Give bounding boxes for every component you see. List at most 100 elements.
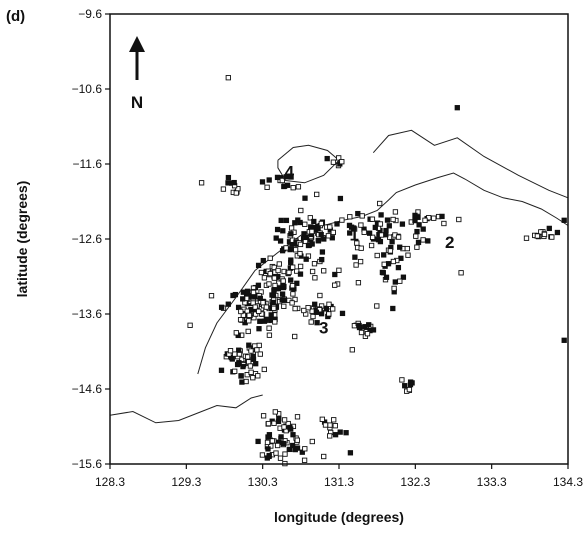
data-point <box>381 261 387 267</box>
data-point <box>404 245 410 252</box>
data-point <box>379 269 386 276</box>
x-tick-label: 128.3 <box>95 475 125 489</box>
data-point <box>310 313 316 320</box>
data-point <box>233 330 239 336</box>
data-point <box>353 262 359 268</box>
data-point <box>265 420 272 427</box>
data-point <box>311 218 317 225</box>
data-point <box>276 416 282 422</box>
data-point <box>295 184 302 190</box>
data-point <box>272 282 278 289</box>
data-point <box>252 304 258 310</box>
data-point <box>301 457 308 463</box>
data-point <box>416 222 422 228</box>
data-point <box>283 217 290 224</box>
data-point <box>238 373 244 379</box>
data-point <box>297 241 304 248</box>
data-point <box>441 220 447 227</box>
data-point <box>255 438 261 445</box>
data-point <box>298 207 304 214</box>
data-point <box>225 174 232 181</box>
data-point <box>255 282 262 288</box>
data-point <box>561 217 567 223</box>
data-point <box>264 439 271 446</box>
coastline-3 <box>277 144 340 184</box>
data-point <box>246 359 252 365</box>
data-point <box>332 432 339 438</box>
data-point <box>303 256 309 262</box>
data-point <box>233 190 239 196</box>
data-point <box>266 332 273 338</box>
data-point <box>290 185 296 191</box>
x-tick-label: 134.3 <box>553 475 583 489</box>
data-point <box>294 437 300 443</box>
data-point <box>289 300 295 306</box>
data-point <box>288 231 294 237</box>
data-point <box>294 280 300 286</box>
data-point <box>415 239 422 246</box>
data-point <box>268 443 274 449</box>
data-point <box>289 283 296 289</box>
data-point <box>265 446 271 452</box>
data-point <box>301 307 307 314</box>
data-point <box>267 255 273 261</box>
data-point <box>392 209 399 215</box>
data-point <box>288 259 294 266</box>
data-point <box>268 312 274 318</box>
data-point <box>314 191 320 198</box>
data-point <box>399 377 405 383</box>
data-point <box>412 212 418 219</box>
data-point <box>253 361 259 367</box>
data-point <box>198 180 205 186</box>
data-point <box>266 325 272 331</box>
data-point <box>290 264 296 270</box>
data-point <box>260 300 266 306</box>
region-labels-group: 1 2 3 4 <box>285 163 455 338</box>
data-point <box>458 270 464 276</box>
data-point <box>377 200 383 207</box>
data-point <box>246 342 252 348</box>
data-point <box>327 422 333 428</box>
data-point <box>387 248 394 254</box>
data-point <box>325 233 332 239</box>
data-point <box>218 304 225 310</box>
data-point <box>397 244 403 250</box>
data-point <box>348 224 355 230</box>
data-point <box>225 75 231 81</box>
coastline-1 <box>109 394 263 424</box>
x-tick-label: 129.3 <box>171 475 201 489</box>
data-point <box>281 424 287 430</box>
north-label: N <box>131 93 143 112</box>
data-point <box>409 380 415 386</box>
data-point <box>383 227 389 234</box>
data-point <box>313 309 320 315</box>
data-point <box>395 264 402 271</box>
data-point <box>292 247 299 253</box>
data-point <box>339 159 345 165</box>
data-point <box>277 455 284 461</box>
data-point <box>422 217 428 223</box>
data-point <box>257 318 263 324</box>
data-point <box>413 233 419 239</box>
data-point <box>549 234 555 240</box>
data-point <box>244 288 251 294</box>
data-point <box>395 234 402 240</box>
data-point <box>405 252 411 258</box>
data-point <box>311 261 318 267</box>
data-point <box>384 217 391 223</box>
data-point <box>319 256 325 263</box>
region-label-2: 2 <box>445 233 454 252</box>
y-axis: −9.6 −10.6 −11.6 −12.6 −13.6 −14.6 −15.6 <box>72 7 110 471</box>
data-point <box>392 279 398 285</box>
data-point <box>257 351 263 357</box>
region-label-4: 4 <box>285 163 295 182</box>
coastline-4 <box>372 129 569 199</box>
data-point <box>355 210 361 217</box>
data-point <box>271 264 277 271</box>
data-point <box>541 231 548 238</box>
data-point <box>355 280 362 286</box>
data-point <box>273 235 279 241</box>
data-point <box>294 445 301 451</box>
